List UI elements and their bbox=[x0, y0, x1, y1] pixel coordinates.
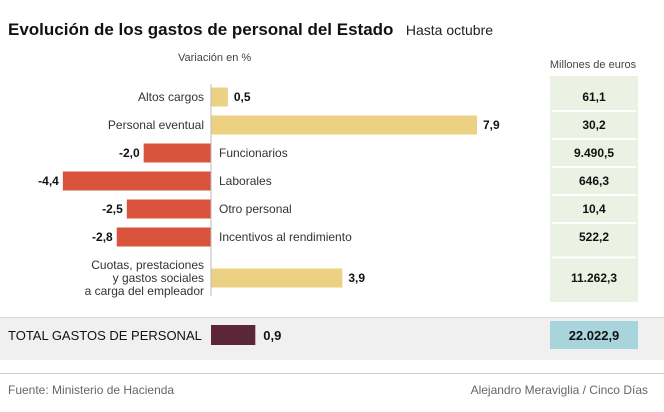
bar-6 bbox=[211, 268, 343, 288]
footer-credit: Alejandro Meraviglia / Cinco Días bbox=[470, 383, 648, 397]
category-label-line: Personal eventual bbox=[108, 118, 204, 132]
total-millions-value: 22.022,9 bbox=[569, 328, 620, 343]
category-label-line: a carga del empleador bbox=[85, 284, 204, 298]
total-bar bbox=[211, 325, 256, 345]
millions-value: 522,2 bbox=[579, 230, 609, 244]
total-millions-box bbox=[550, 321, 638, 349]
category-label: Otro personal bbox=[219, 202, 292, 216]
millions-value: 61,1 bbox=[582, 90, 606, 104]
variation-axis-label: Variación en % bbox=[178, 52, 252, 64]
category-label-line: y gastos sociales bbox=[113, 271, 204, 285]
chart-title: Evolución de los gastos de personal del … bbox=[8, 20, 394, 39]
bar-2 bbox=[143, 143, 211, 163]
value-label: 3,9 bbox=[348, 271, 365, 285]
category-label: Personal eventual bbox=[108, 118, 204, 132]
category-label: Funcionarios bbox=[219, 146, 288, 160]
category-label: Laborales bbox=[219, 174, 272, 188]
millions-value: 646,3 bbox=[579, 174, 609, 188]
chart-title-row: Evolución de los gastos de personal del … bbox=[8, 20, 493, 40]
total-panel-divider bbox=[0, 317, 664, 318]
footer-divider bbox=[0, 373, 664, 374]
category-label: Altos cargos bbox=[138, 90, 204, 104]
millions-panel bbox=[550, 76, 638, 302]
bar-4 bbox=[126, 199, 211, 219]
bar-0 bbox=[211, 87, 228, 107]
value-label: -2,0 bbox=[119, 146, 140, 160]
millions-value: 9.490,5 bbox=[574, 146, 614, 160]
total-label: TOTAL GASTOS DE PERSONAL bbox=[8, 328, 202, 343]
millions-value: 10,4 bbox=[582, 202, 606, 216]
total-value-label: 0,9 bbox=[263, 328, 281, 343]
bar-3 bbox=[62, 171, 212, 191]
bar-5 bbox=[116, 227, 211, 247]
millions-column-header: Millones de euros bbox=[549, 59, 637, 71]
category-label: Cuotas, prestaciones y gastos sociales a c… bbox=[85, 258, 204, 298]
bar-1 bbox=[211, 115, 477, 135]
value-label: -4,4 bbox=[38, 174, 59, 188]
category-label-line: Altos cargos bbox=[138, 90, 204, 104]
chart-subtitle: Hasta octubre bbox=[405, 22, 494, 38]
category-label: Incentivos al rendimiento bbox=[219, 230, 352, 244]
millions-value: 11.262,3 bbox=[571, 271, 617, 285]
millions-value: 30,2 bbox=[582, 118, 606, 132]
value-label: -2,5 bbox=[102, 202, 123, 216]
value-label: 7,9 bbox=[483, 118, 500, 132]
value-label: 0,5 bbox=[234, 90, 251, 104]
category-label-line: Cuotas, prestaciones bbox=[91, 258, 204, 272]
value-label: -2,8 bbox=[92, 230, 113, 244]
footer-source: Fuente: Ministerio de Hacienda bbox=[8, 383, 175, 397]
